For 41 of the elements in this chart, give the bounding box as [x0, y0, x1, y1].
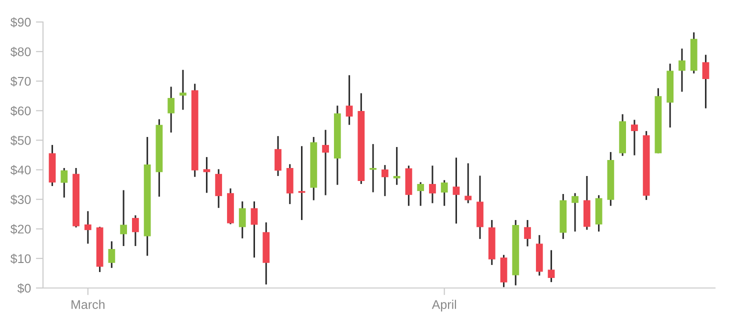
y-tick-label: $30	[10, 194, 31, 205]
y-tick-label: $50	[10, 136, 31, 146]
candlestick	[322, 129, 329, 196]
candlestick	[548, 249, 555, 283]
candlestick	[440, 179, 448, 207]
candlestick	[381, 164, 388, 197]
candlestick	[393, 146, 400, 186]
x-tick-label: March	[72, 300, 104, 309]
candlestick	[429, 164, 436, 204]
candlestick	[250, 200, 258, 258]
candlestick	[464, 162, 472, 204]
y-tick-label: $0	[17, 283, 31, 294]
candlestick	[203, 156, 210, 194]
candlestick	[298, 145, 306, 221]
y-tick-label: $80	[10, 46, 31, 57]
candlestick	[678, 48, 686, 93]
y-tick-label: $40	[10, 165, 31, 176]
candlestick	[452, 156, 460, 224]
candlestick	[180, 69, 186, 111]
y-tick-label: $10	[10, 254, 31, 264]
x-tick-label: April	[432, 300, 456, 312]
candlestick	[572, 192, 578, 232]
candlestick	[215, 168, 222, 209]
candlestick	[370, 143, 377, 194]
candlestick	[168, 86, 175, 134]
candlestick	[108, 240, 116, 269]
candlestick	[417, 181, 424, 207]
candlestick	[84, 210, 92, 244]
candlestick	[346, 74, 353, 126]
candlestick	[274, 135, 282, 177]
candlestick	[702, 54, 710, 110]
candlestick	[238, 200, 246, 240]
candlestick	[60, 167, 68, 198]
candlestick	[120, 189, 127, 247]
candlestick	[524, 219, 531, 248]
candlestick	[132, 214, 139, 247]
candlestick	[631, 119, 638, 156]
y-tick-label: $90	[10, 17, 31, 28]
y-tick-label: $20	[10, 224, 31, 234]
y-tick-label: $60	[10, 106, 31, 116]
y-tick-label: $70	[10, 76, 31, 87]
